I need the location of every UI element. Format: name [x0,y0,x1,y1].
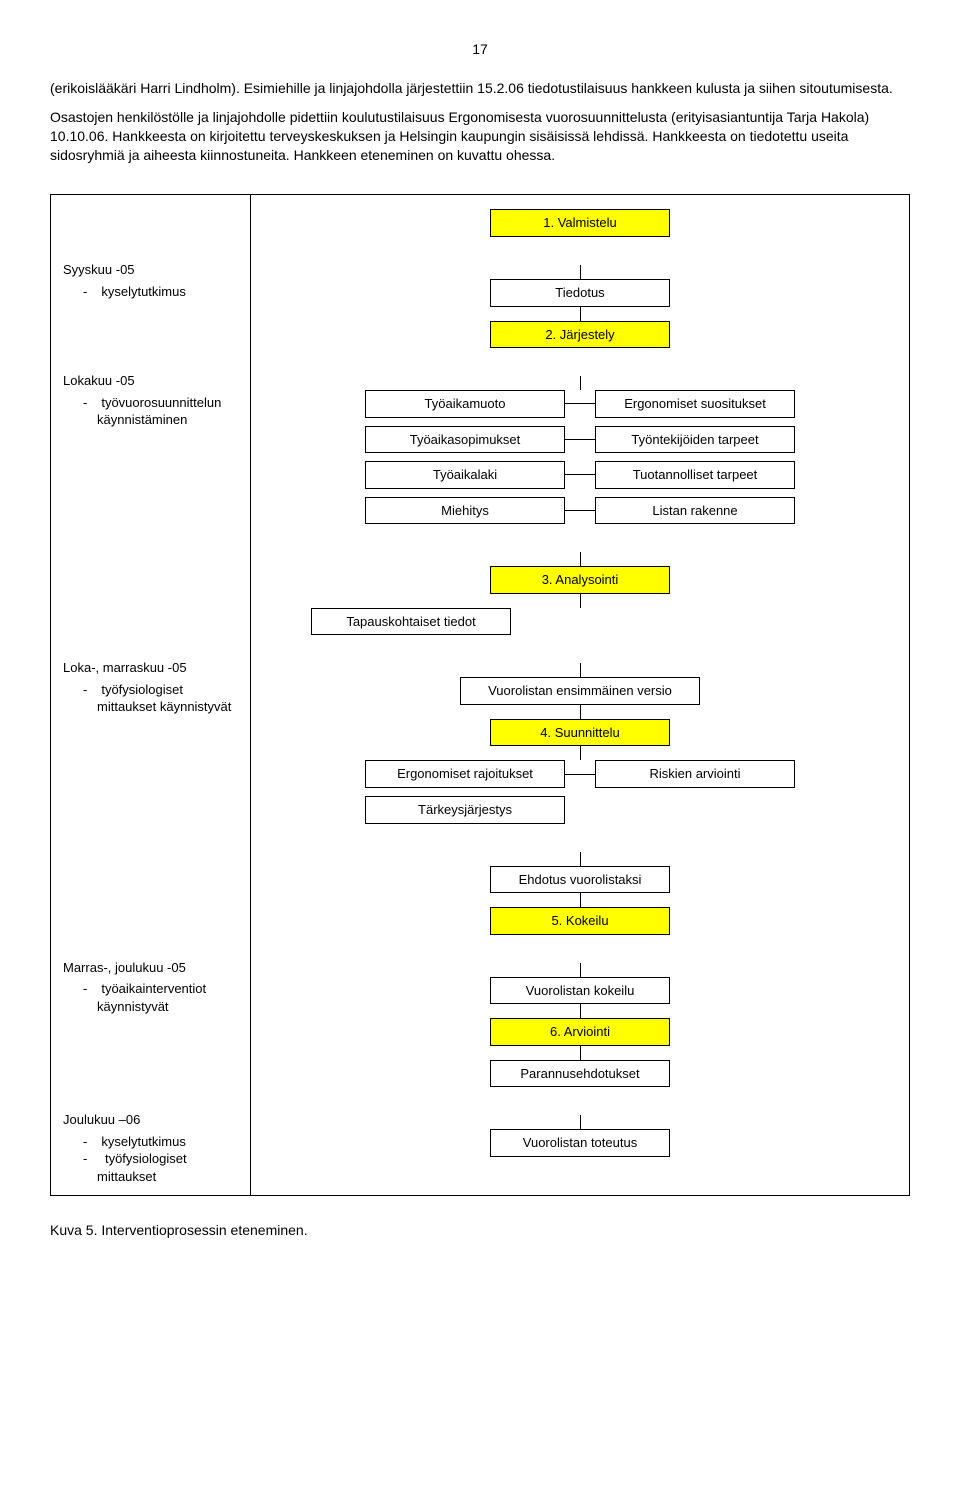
step-5: 5. Kokeilu [490,907,670,935]
box-tyoaikalaki: Työaikalaki [365,461,565,489]
timeline-t1-item: kyselytutkimus [91,283,238,301]
box-tapauskohtaiset: Tapauskohtaiset tiedot [311,608,511,636]
step-1: 1. Valmistelu [490,209,670,237]
box-toteutus: Vuorolistan toteutus [490,1129,670,1157]
page-number: 17 [50,40,910,59]
box-miehitys: Miehitys [365,497,565,525]
timeline-t3-item: työfysiologiset mittaukset käynnistyvät [91,681,238,716]
timeline-t1-title: Syyskuu -05 [63,261,238,279]
box-tyoaikamuoto: Työaikamuoto [365,390,565,418]
box-listanrakenne: Listan rakenne [595,497,795,525]
box-vuorolistan1: Vuorolistan ensimmäinen versio [460,677,700,705]
step-4: 4. Suunnittelu [490,719,670,747]
box-ergosuositukset: Ergonomiset suositukset [595,390,795,418]
timeline-t5-item-0: kyselytutkimus [91,1133,238,1151]
process-diagram: 1. Valmistelu Syyskuu -05 kyselytutkimus… [50,194,910,1196]
box-ehdotus: Ehdotus vuorolistaksi [490,866,670,894]
box-tyoaikasopimukset: Työaikasopimukset [365,426,565,454]
box-tuotannolliset: Tuotannolliset tarpeet [595,461,795,489]
box-riskien: Riskien arviointi [595,760,795,788]
box-ergorajoitukset: Ergonomiset rajoitukset [365,760,565,788]
box-tiedotus: Tiedotus [490,279,670,307]
paragraph-1: (erikoislääkäri Harri Lindholm). Esimieh… [50,79,910,98]
timeline-t5-item-1: työfysiologiset mittaukset [91,1150,238,1185]
box-tyontekijoiden: Työntekijöiden tarpeet [595,426,795,454]
timeline-t4-item: työaikainterventiot käynnistyvät [91,980,238,1015]
step-6: 6. Arviointi [490,1018,670,1046]
timeline-t5-title: Joulukuu –06 [63,1111,238,1129]
timeline-t2-title: Lokakuu -05 [63,372,238,390]
timeline-t4-title: Marras-, joulukuu -05 [63,959,238,977]
box-tarkeysjarjestys: Tärkeysjärjestys [365,796,565,824]
step-2: 2. Järjestely [490,321,670,349]
step-3: 3. Analysointi [490,566,670,594]
box-kokeilu: Vuorolistan kokeilu [490,977,670,1005]
box-parannus: Parannusehdotukset [490,1060,670,1088]
timeline-t2-item: työvuorosuunnittelun käynnistäminen [91,394,238,429]
paragraph-2: Osastojen henkilöstölle ja linjajohdolle… [50,108,910,165]
timeline-t3-title: Loka-, marraskuu -05 [63,659,238,677]
figure-caption: Kuva 5. Interventioprosessin eteneminen. [50,1221,910,1240]
